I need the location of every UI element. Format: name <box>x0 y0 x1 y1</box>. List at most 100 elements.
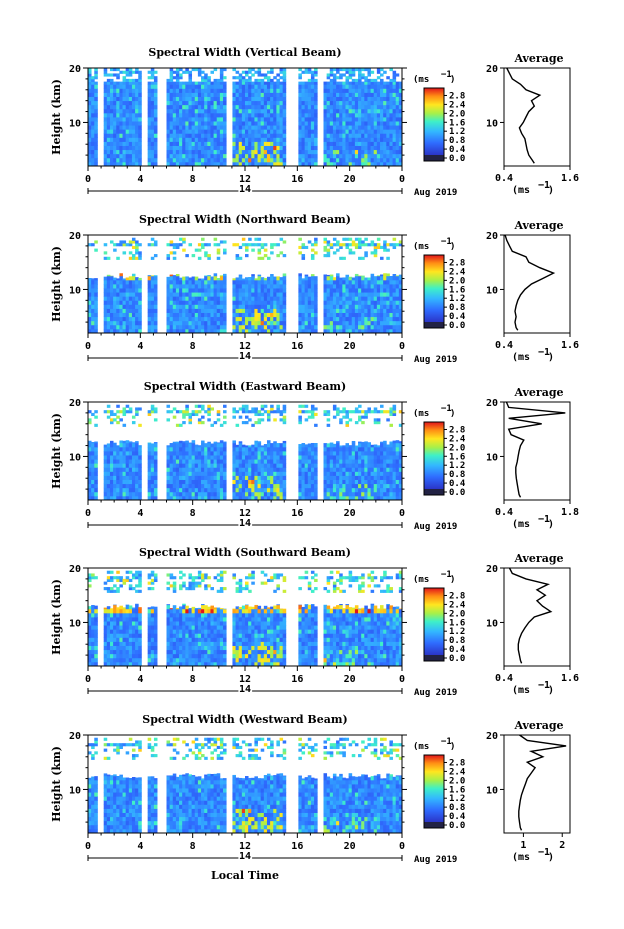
heatmap-cell <box>116 495 120 501</box>
heatmap-cell <box>125 125 130 130</box>
heatmap-cell <box>169 104 174 110</box>
heatmap-cell <box>389 296 393 301</box>
heatmap-cell <box>223 292 227 297</box>
heatmap-cell <box>314 292 318 297</box>
heatmap-cell <box>383 145 387 151</box>
heatmap-cell <box>106 475 111 480</box>
heatmap-cell <box>260 463 265 468</box>
heatmap-cell <box>150 92 155 97</box>
heatmap-cell <box>113 84 117 89</box>
heatmap-cell <box>150 117 155 122</box>
heatmap-cell <box>358 70 362 74</box>
heatmap-cell <box>392 108 397 114</box>
heatmap-cell <box>257 296 262 301</box>
heatmap-cell <box>235 137 240 142</box>
heatmap-cell <box>373 483 378 489</box>
heatmap-cell <box>138 129 142 134</box>
heatmap-cell <box>354 300 359 305</box>
heatmap-cell <box>122 243 127 247</box>
heatmap-cell <box>342 153 346 159</box>
heatmap-cell <box>138 479 142 485</box>
heatmap-cell <box>336 284 340 289</box>
heatmap-cell <box>345 157 350 163</box>
heatmap-cell <box>106 141 111 146</box>
heatmap-cell <box>370 129 375 134</box>
heatmap-cell <box>150 88 155 93</box>
heatmap-cell <box>169 157 174 163</box>
heatmap-cell <box>232 88 236 93</box>
heatmap-cell <box>304 129 309 134</box>
heatmap-cell <box>361 308 365 313</box>
heatmap-cell <box>373 141 378 146</box>
heatmap-cell <box>91 278 95 281</box>
heatmap-cell <box>282 121 287 126</box>
heatmap-cell <box>179 296 183 301</box>
heatmap-cell <box>172 133 177 138</box>
heatmap-cell <box>266 320 271 326</box>
heatmap-cell <box>310 451 315 456</box>
heatmap-cell <box>135 316 139 322</box>
heatmap-cell <box>169 446 174 452</box>
heatmap-cell <box>116 459 120 464</box>
heatmap-cell <box>279 121 284 126</box>
heatmap-cell <box>354 125 359 130</box>
heatmap-cell <box>254 324 258 330</box>
heatmap-cell <box>131 455 136 460</box>
heatmap-cell <box>150 451 155 456</box>
heatmap-cell <box>147 133 152 138</box>
heatmap-cell <box>373 153 378 159</box>
heatmap-cell <box>175 300 180 305</box>
heatmap-cell <box>235 479 240 485</box>
heatmap-cell <box>266 153 271 159</box>
heatmap-cell <box>128 240 133 244</box>
heatmap-cell <box>270 467 274 472</box>
heatmap-cell <box>122 92 127 97</box>
heatmap-cell <box>314 467 318 472</box>
heatmap-cell <box>191 479 196 485</box>
heatmap-cell <box>358 296 362 301</box>
heatmap-cell <box>282 296 287 301</box>
heatmap-cell <box>354 100 359 106</box>
heatmap-cell <box>254 407 258 411</box>
heatmap-cell <box>94 125 98 130</box>
heatmap-cell <box>392 237 397 241</box>
heatmap-cell <box>94 145 98 151</box>
heatmap-cell <box>323 491 328 497</box>
heatmap-cell <box>370 141 375 146</box>
heatmap-cell <box>185 108 189 114</box>
heatmap-cell <box>345 443 350 448</box>
heatmap-cell <box>370 84 375 89</box>
heatmap-cell <box>263 463 268 468</box>
heatmap-cell <box>245 487 249 493</box>
heatmap-cell <box>304 157 309 163</box>
heatmap-cell <box>383 273 387 277</box>
heatmap-cell <box>197 455 202 460</box>
heatmap-cell <box>373 320 378 326</box>
heatmap-cell <box>150 157 155 163</box>
heatmap-cell <box>348 125 353 130</box>
heatmap-cell <box>245 320 249 326</box>
heatmap-cell <box>373 444 378 448</box>
heatmap-cell <box>219 440 224 444</box>
heatmap-cell <box>201 491 205 497</box>
heatmap-cell <box>135 112 139 118</box>
heatmap-cell <box>103 455 108 460</box>
heatmap-cell <box>354 149 359 155</box>
heatmap-cell <box>128 451 133 456</box>
heatmap-cell <box>314 251 318 255</box>
heatmap-cell <box>182 104 186 110</box>
heatmap-cell <box>88 70 92 74</box>
heatmap-cell <box>216 471 221 476</box>
heatmap-cell <box>150 407 155 411</box>
heatmap-cell <box>235 96 240 102</box>
heatmap-cell <box>367 446 371 452</box>
heatmap-cell <box>150 410 155 414</box>
heatmap-cell <box>342 73 346 77</box>
heatmap-cell <box>135 320 139 326</box>
heatmap-cell <box>273 284 277 289</box>
heatmap-cell <box>329 320 334 326</box>
heatmap-cell <box>336 104 340 110</box>
heatmap-cell <box>219 442 224 448</box>
heatmap-cell <box>364 76 368 80</box>
heatmap-cell <box>241 161 246 167</box>
